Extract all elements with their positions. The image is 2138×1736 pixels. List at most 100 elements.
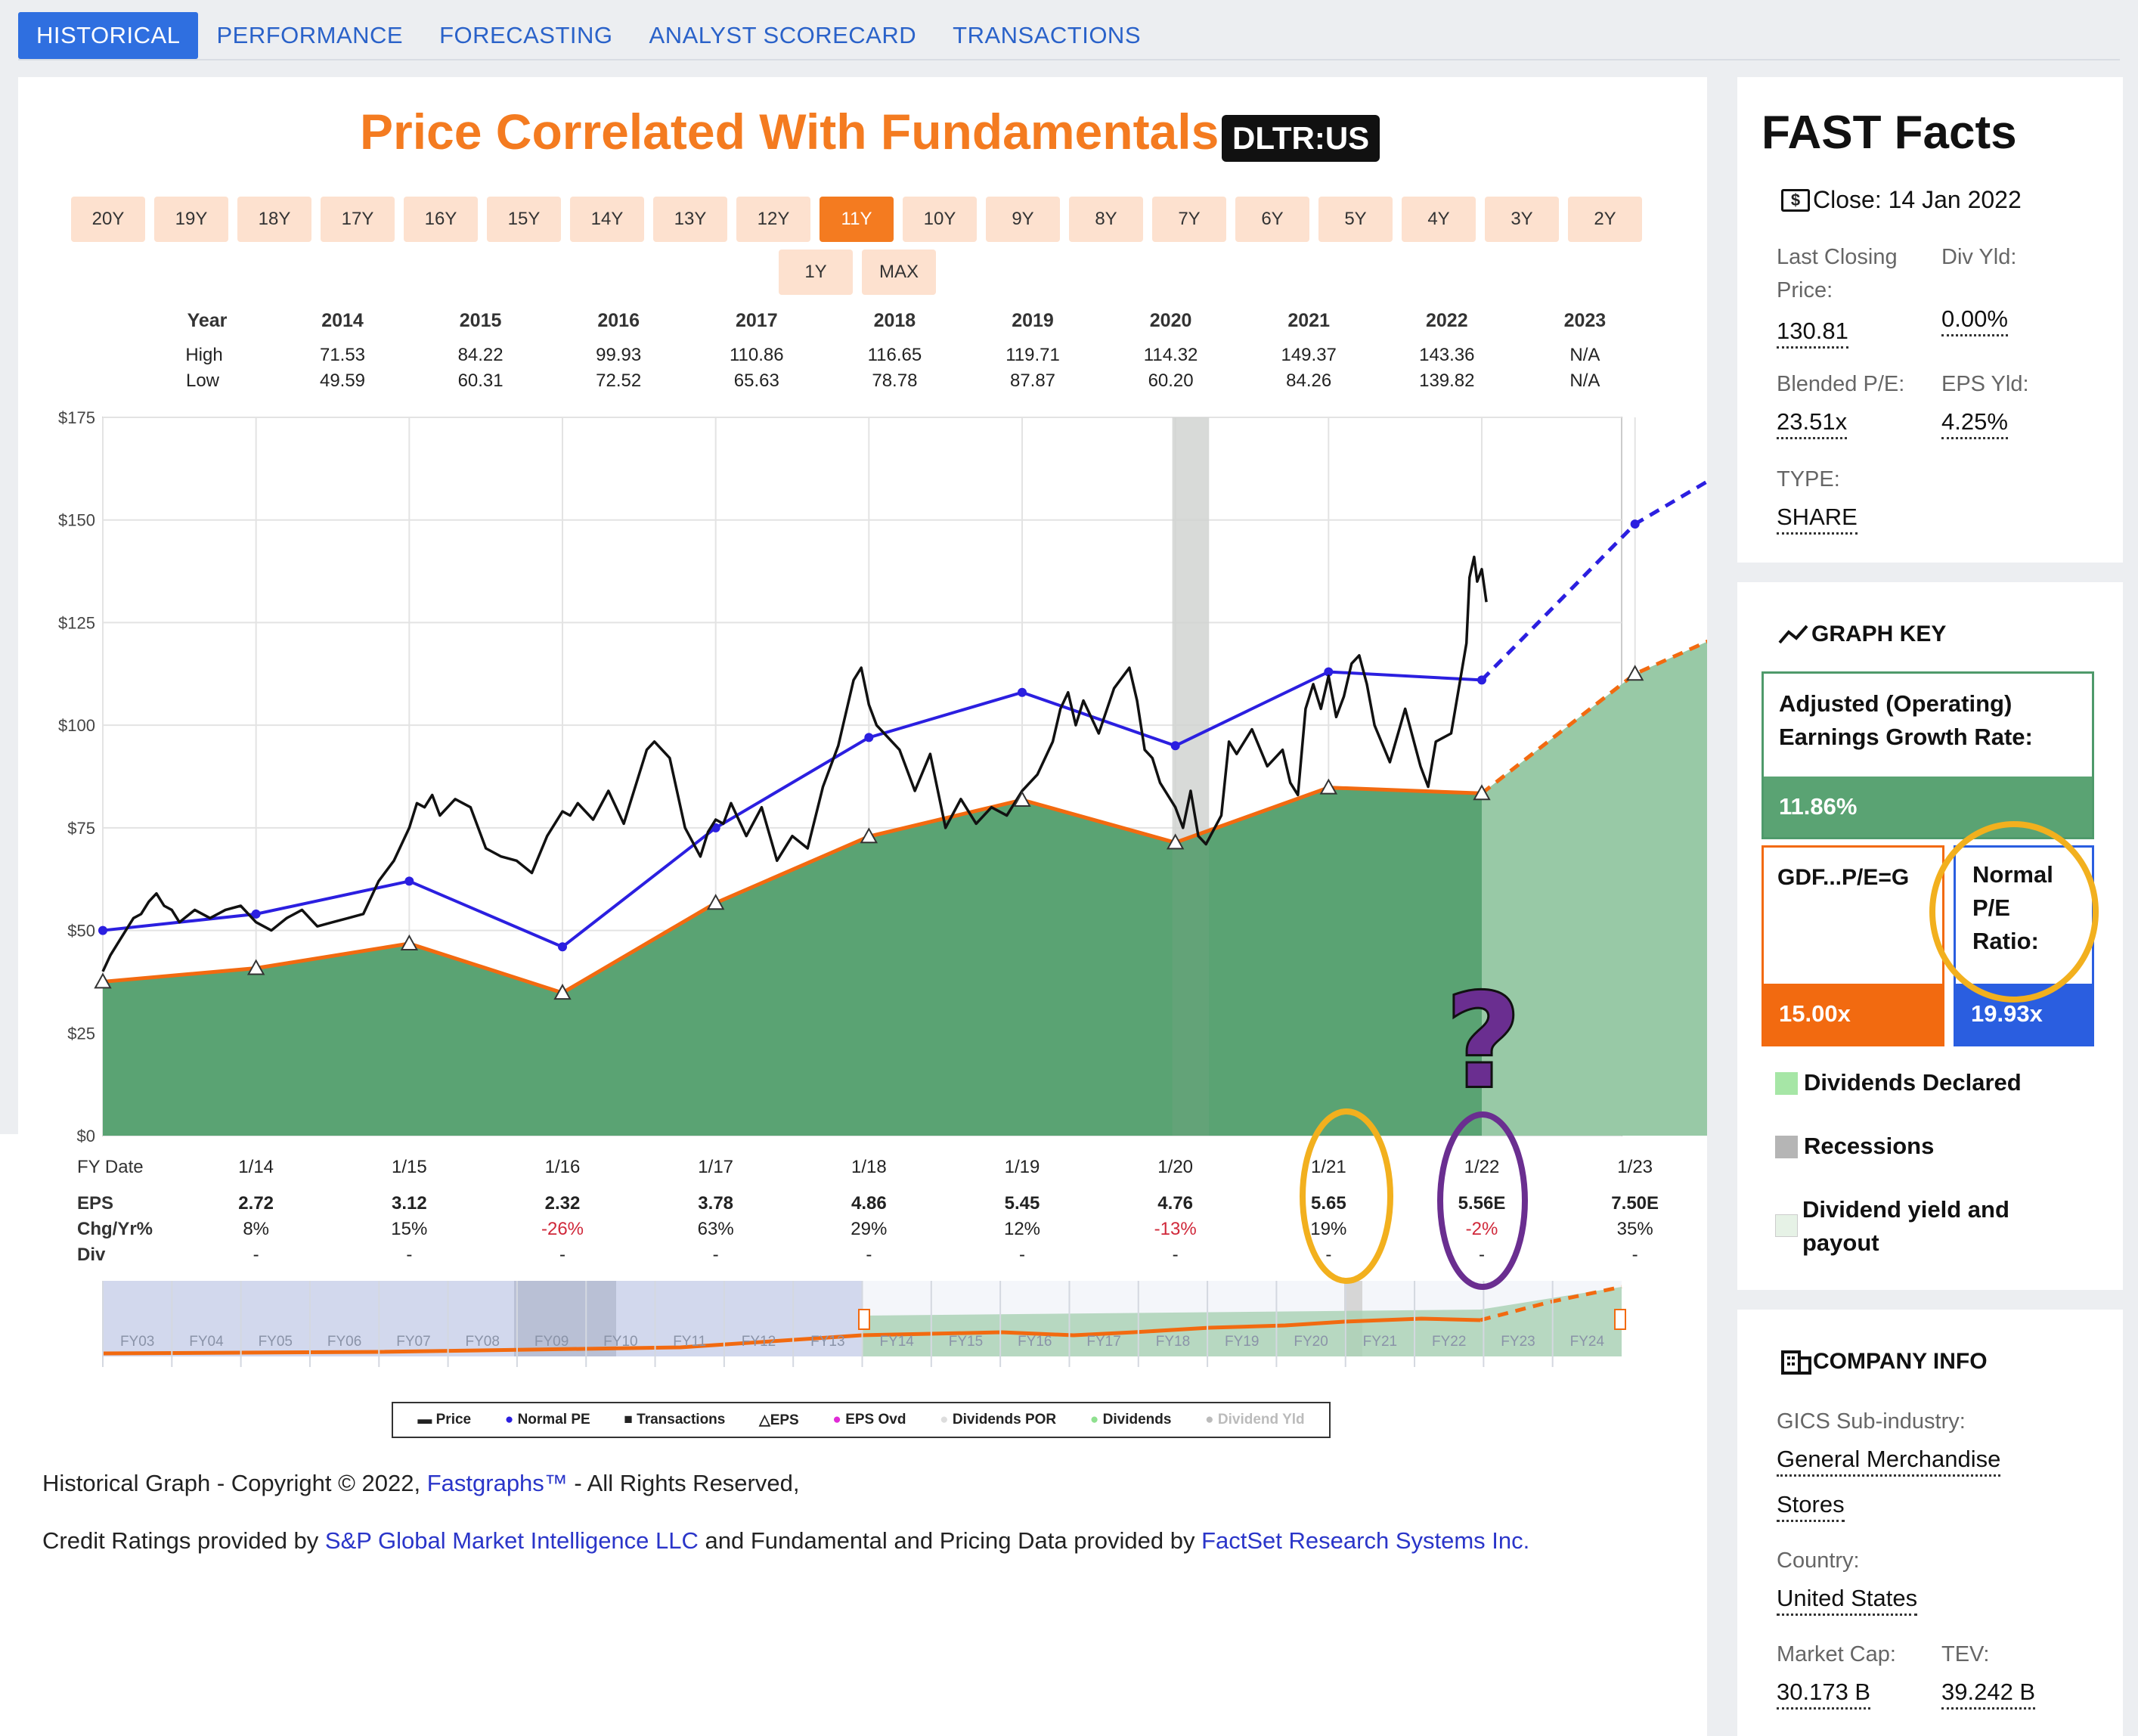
y-tick-label: $75 bbox=[67, 819, 95, 838]
building-icon bbox=[1781, 1350, 1811, 1375]
range-button-6y[interactable]: 6Y bbox=[1235, 197, 1309, 242]
eps-marker[interactable] bbox=[246, 959, 265, 975]
fy-eps-cell: 7.50E bbox=[1611, 1193, 1659, 1214]
range-button-4y[interactable]: 4Y bbox=[1402, 197, 1476, 242]
range-button-18y[interactable]: 18Y bbox=[237, 197, 311, 242]
legend-normal-pe[interactable]: ● Normal PE bbox=[504, 1412, 590, 1428]
eps-marker[interactable] bbox=[860, 827, 878, 844]
range-button-3y[interactable]: 3Y bbox=[1485, 197, 1559, 242]
fy-fy-dates-cell: 1/16 bbox=[544, 1157, 581, 1177]
range-button-19y[interactable]: 19Y bbox=[154, 197, 228, 242]
range-button-17y[interactable]: 17Y bbox=[321, 197, 395, 242]
navigator-label: FY08 bbox=[466, 1334, 500, 1350]
fy-fy-dates-cell: 1/20 bbox=[1157, 1157, 1194, 1177]
chg-label: Chg/Yr% bbox=[77, 1219, 153, 1239]
tab-analyst-scorecard[interactable]: ANALYST SCORECARD bbox=[649, 22, 917, 48]
navigator-recession bbox=[514, 1281, 616, 1356]
range-button-11y[interactable]: 11Y bbox=[820, 197, 894, 242]
year-high-cell: 116.65 bbox=[867, 345, 922, 365]
range-button-8y[interactable]: 8Y bbox=[1069, 197, 1143, 242]
gics-value-line1: General Merchandise bbox=[1777, 1444, 2001, 1477]
legend-transactions[interactable]: ■ Transactions bbox=[624, 1412, 726, 1428]
range-button-9y[interactable]: 9Y bbox=[986, 197, 1060, 242]
eps-label: EPS bbox=[77, 1193, 114, 1214]
navigator-label: FY10 bbox=[603, 1334, 637, 1350]
eps-marker[interactable] bbox=[1473, 784, 1491, 801]
eps-marker[interactable] bbox=[1319, 778, 1338, 795]
legend-price[interactable]: ▬ Price bbox=[417, 1412, 472, 1428]
navigator-label: FY16 bbox=[1018, 1334, 1052, 1350]
eps-line bbox=[102, 786, 1483, 995]
normal-pe-point bbox=[1324, 667, 1334, 677]
eps-marker[interactable] bbox=[706, 894, 725, 910]
type-value: SHARE bbox=[1777, 502, 1858, 535]
fy-chg-cell: -26% bbox=[541, 1219, 584, 1239]
range-button-10y[interactable]: 10Y bbox=[903, 197, 977, 242]
year-low-cell: 78.78 bbox=[872, 370, 918, 391]
growth-rate-label: Adjusted (Operating) Earnings Growth Rat… bbox=[1779, 690, 2033, 750]
legend-dividend-yld[interactable]: ● Dividend Yld bbox=[1205, 1412, 1305, 1428]
fy-eps-cell: 5.65 bbox=[1310, 1193, 1346, 1214]
navigator-right-handle[interactable] bbox=[1614, 1309, 1626, 1330]
fastgraphs-link[interactable]: Fastgraphs™ bbox=[426, 1470, 568, 1496]
range-button-13y[interactable]: 13Y bbox=[653, 197, 727, 242]
eps-yld-value: 4.25% bbox=[1941, 407, 2008, 439]
year-low-cell: 87.87 bbox=[1009, 370, 1056, 391]
normal-pe-point bbox=[98, 925, 107, 935]
navigator-label: FY13 bbox=[810, 1334, 844, 1350]
navigator-label: FY17 bbox=[1086, 1334, 1120, 1350]
sp-global-link[interactable]: S&P Global Market Intelligence LLC bbox=[324, 1527, 699, 1554]
div-label: Div bbox=[77, 1245, 106, 1265]
eps-marker[interactable] bbox=[1013, 790, 1031, 807]
year-years-cell: 2017 bbox=[735, 310, 778, 331]
year-low-cell: 49.59 bbox=[319, 370, 366, 391]
tab-forecasting[interactable]: FORECASTING bbox=[439, 22, 613, 48]
legend-dividends-por[interactable]: ● Dividends POR bbox=[940, 1412, 1057, 1428]
growth-rate-box: Adjusted (Operating) Earnings Growth Rat… bbox=[1762, 671, 2094, 839]
gdf-value: 15.00x bbox=[1764, 984, 1942, 1044]
legend-eps-ovd[interactable]: ● EPS Ovd bbox=[832, 1412, 906, 1428]
range-button-1y[interactable]: 1Y bbox=[779, 250, 853, 295]
tab-historical[interactable]: HISTORICAL bbox=[18, 12, 199, 59]
eps-marker[interactable] bbox=[1166, 833, 1185, 850]
factset-link[interactable]: FactSet Research Systems Inc. bbox=[1201, 1527, 1530, 1554]
year-high-cell: 84.22 bbox=[457, 345, 504, 365]
y-tick-label: $100 bbox=[58, 716, 95, 735]
y-tick-label: $0 bbox=[77, 1127, 95, 1145]
range-button-16y[interactable]: 16Y bbox=[404, 197, 478, 242]
eps-marker[interactable] bbox=[94, 972, 112, 989]
range-button-12y[interactable]: 12Y bbox=[736, 197, 810, 242]
tab-performance[interactable]: PERFORMANCE bbox=[216, 22, 404, 48]
eps-marker[interactable] bbox=[553, 984, 572, 1000]
range-button-20y[interactable]: 20Y bbox=[71, 197, 145, 242]
dividend-yield-label: Dividend yield and payout bbox=[1802, 1196, 2009, 1256]
navigator-label: FY09 bbox=[534, 1334, 569, 1350]
eps-marker[interactable] bbox=[400, 934, 419, 950]
normal-pe-point bbox=[1477, 675, 1486, 685]
normal-pe-label: Normal P/E Ratio: bbox=[1972, 861, 2053, 954]
navigator-left-handle[interactable] bbox=[858, 1309, 870, 1330]
legend-dividends[interactable]: ● Dividends bbox=[1089, 1412, 1172, 1428]
normal-pe-point bbox=[864, 733, 874, 742]
year-high-low-table: Year High Low 2014 71.53 49.59 2015 84.22 60.… bbox=[0, 302, 1701, 401]
range-button-7y[interactable]: 7Y bbox=[1152, 197, 1226, 242]
range-navigator[interactable]: FY03 FY04 FY05 FY06 FY07 FY08 FY09 FY10 FY11 FY12… bbox=[0, 1278, 1707, 1376]
price-chart[interactable]: $175 $150 $125 $100 $75 $50 $25 $0 bbox=[0, 401, 1707, 1152]
range-button-5y[interactable]: 5Y bbox=[1318, 197, 1393, 242]
range-button-14y[interactable]: 14Y bbox=[570, 197, 644, 242]
graph-key-header: GRAPH KEY bbox=[1778, 622, 1946, 647]
fy-chg-cell: 63% bbox=[697, 1219, 734, 1239]
range-button-max[interactable]: MAX bbox=[862, 250, 936, 295]
year-high-cell: 119.71 bbox=[1005, 345, 1060, 365]
fy-fy-dates-cell: 1/15 bbox=[391, 1157, 427, 1177]
range-button-2y[interactable]: 2Y bbox=[1568, 197, 1642, 242]
normal-pe-point bbox=[1630, 519, 1640, 529]
eps-marker[interactable] bbox=[1625, 665, 1644, 681]
tab-transactions[interactable]: TRANSACTIONS bbox=[953, 22, 1141, 48]
year-high-cell: 71.53 bbox=[319, 345, 366, 365]
dollar-icon: $ bbox=[1781, 188, 1810, 212]
legend-eps[interactable]: △EPS bbox=[759, 1412, 799, 1428]
normal-pe-box: Normal P/E Ratio: 19.93x bbox=[1954, 845, 2094, 1046]
country-label: Country: bbox=[1777, 1548, 1860, 1573]
range-button-15y[interactable]: 15Y bbox=[487, 197, 561, 242]
